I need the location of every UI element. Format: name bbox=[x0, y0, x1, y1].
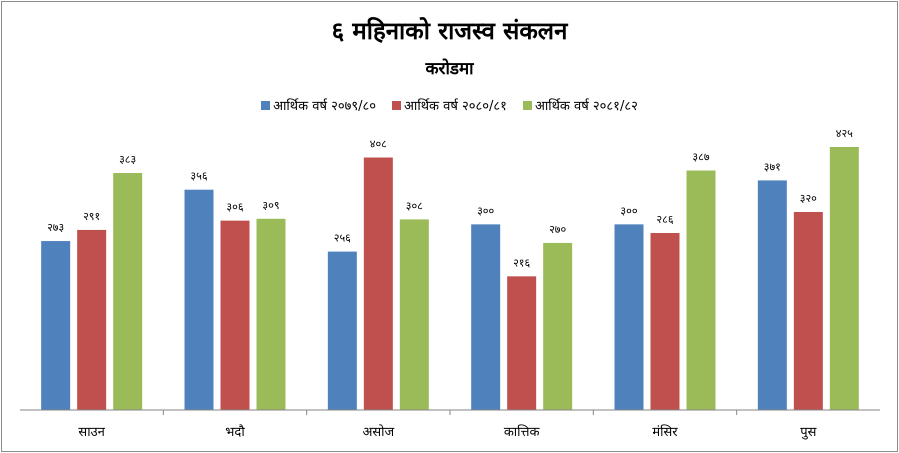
bar-series-3-1 bbox=[113, 172, 143, 410]
bar-series-2-5 bbox=[650, 233, 680, 410]
legend-item-series-2: आर्थिक वर्ष २०८०/८१ bbox=[392, 96, 507, 114]
bar-series-1-5 bbox=[614, 224, 644, 410]
data-label-series-2-5: २८६ bbox=[656, 213, 673, 226]
data-label-series-1-3: २५६ bbox=[334, 232, 351, 245]
data-label-series-3-6: ४२५ bbox=[836, 127, 853, 140]
x-tick-label-2: भदौ bbox=[225, 424, 245, 440]
bar-series-1-3 bbox=[327, 251, 357, 410]
x-tick-label-6: पुस bbox=[800, 425, 816, 440]
data-label-series-1-5: ३०० bbox=[620, 204, 637, 217]
legend-label-series-2: आर्थिक वर्ष २०८०/८१ bbox=[404, 99, 507, 114]
bar-series-3-5 bbox=[686, 170, 716, 410]
data-label-series-2-4: २१६ bbox=[513, 256, 530, 269]
data-label-series-1-2: ३५६ bbox=[190, 170, 207, 183]
legend-swatch-series-2 bbox=[392, 100, 402, 110]
data-label-series-2-1: २९१ bbox=[83, 210, 100, 223]
data-label-series-3-3: ३०८ bbox=[406, 199, 423, 212]
data-label-series-1-6: ३७१ bbox=[764, 160, 781, 173]
x-tick-label-3: असोज bbox=[362, 424, 394, 440]
data-label-series-3-5: ३८७ bbox=[692, 151, 709, 164]
legend-item-series-3: आर्थिक वर्ष २०८१/८२ bbox=[522, 96, 638, 114]
legend-label-series-3: आर्थिक वर्ष २०८१/८२ bbox=[534, 99, 638, 114]
x-tick-label-4: कात्तिक bbox=[504, 424, 541, 440]
legend-label-series-1: आर्थिक वर्ष २०७९/८० bbox=[273, 99, 377, 114]
chart-title: ६ महिनाको राजस्व संकलन bbox=[331, 17, 568, 45]
data-label-series-2-3: ४०८ bbox=[370, 138, 387, 151]
data-label-series-3-2: ३०९ bbox=[262, 199, 279, 212]
legend-swatch-series-3 bbox=[522, 100, 532, 110]
data-label-series-3-4: २७० bbox=[549, 223, 566, 236]
bar-series-1-1 bbox=[41, 241, 71, 410]
bar-series-2-2 bbox=[220, 220, 250, 410]
chart-subtitle: करोडमा bbox=[425, 59, 474, 79]
data-label-series-1-1: २७३ bbox=[47, 221, 64, 234]
x-tick-label-1: साउन bbox=[78, 425, 105, 440]
data-label-series-2-2: ३०६ bbox=[226, 201, 243, 214]
data-label-series-1-4: ३०० bbox=[477, 204, 494, 217]
bar-series-3-4 bbox=[543, 242, 573, 410]
bar-series-3-6 bbox=[829, 147, 859, 410]
bar-series-2-4 bbox=[507, 276, 537, 410]
bar-series-2-6 bbox=[793, 211, 823, 410]
x-tick-label-5: मंसिर bbox=[652, 424, 678, 440]
bar-series-2-3 bbox=[363, 157, 393, 410]
legend-item-series-1: आर्थिक वर्ष २०७९/८० bbox=[261, 96, 376, 114]
data-label-series-3-1: ३८३ bbox=[119, 153, 136, 166]
bar-series-1-4 bbox=[471, 224, 501, 410]
bar-series-3-2 bbox=[256, 218, 286, 410]
legend-swatch-series-1 bbox=[261, 100, 271, 110]
data-label-series-2-6: ३२० bbox=[800, 192, 817, 205]
bar-series-2-1 bbox=[77, 229, 107, 410]
chart-legend: आर्थिक वर्ष २०७९/८० आर्थिक वर्ष २०८०/८१ … bbox=[0, 96, 899, 114]
bar-series-1-2 bbox=[184, 189, 214, 410]
bar-series-3-3 bbox=[399, 219, 429, 410]
bar-series-1-6 bbox=[757, 180, 787, 410]
